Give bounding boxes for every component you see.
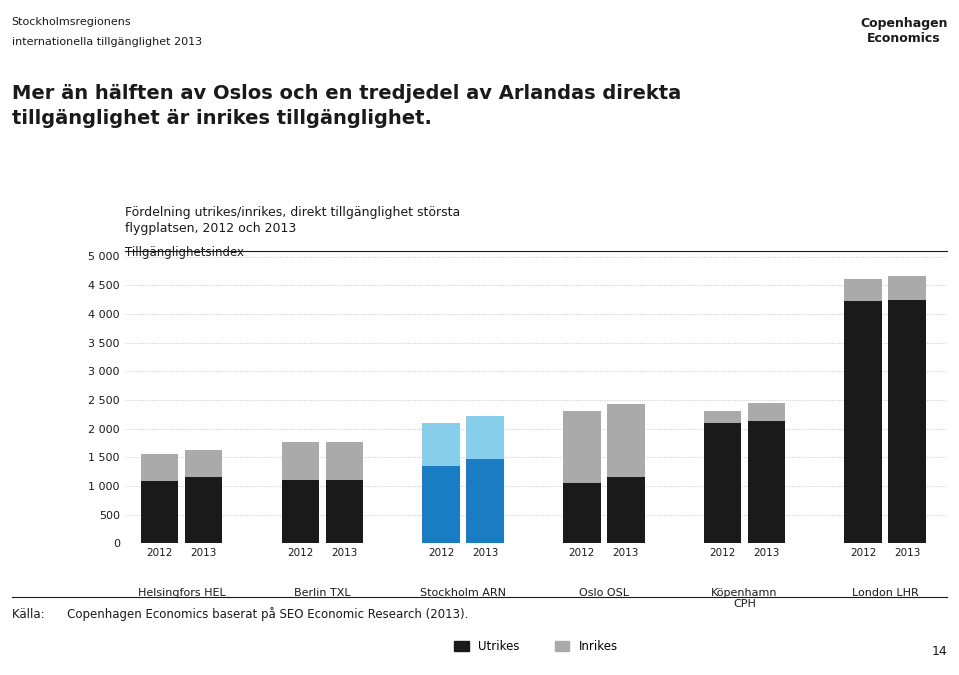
Text: Oslo OSL: Oslo OSL [578,588,629,598]
Bar [563,411,600,483]
Bar [141,481,178,543]
Bar [185,450,222,477]
Text: Stockholm ARN: Stockholm ARN [420,588,506,598]
Bar [466,416,503,459]
Bar [563,483,600,543]
Bar [282,481,319,543]
Text: Berlin TXL: Berlin TXL [294,588,351,598]
Bar [607,404,644,477]
Text: Stockholmsregionens: Stockholmsregionens [12,17,131,27]
Text: Tillgänglighetsindex: Tillgänglighetsindex [125,246,244,259]
Text: Copenhagen
Economics: Copenhagen Economics [860,17,947,45]
Bar [466,459,503,543]
Bar [748,404,785,421]
Bar [422,423,459,466]
Bar [888,276,926,300]
Text: Fördelning utrikes/inrikes, direkt tillgänglighet största
flygplatsen, 2012 och : Fördelning utrikes/inrikes, direkt tillg… [125,206,460,235]
Text: internationella tillgänglighet 2013: internationella tillgänglighet 2013 [12,37,201,47]
Bar [748,421,785,543]
Text: Mer än hälften av Oslos och en tredjedel av Arlandas direkta
tillgänglighet är i: Mer än hälften av Oslos och en tredjedel… [12,84,681,128]
Bar [704,411,741,423]
Bar [325,481,363,543]
Bar [888,300,926,543]
Bar [844,300,882,543]
Bar [185,477,222,543]
Bar [282,442,319,481]
Bar [844,279,882,300]
Bar [607,477,644,543]
Bar [422,466,459,543]
Text: 14: 14 [932,645,947,658]
Bar [141,454,178,481]
Text: Helsingfors HEL: Helsingfors HEL [138,588,225,598]
Text: Köpenhamn
CPH: Köpenhamn CPH [712,588,778,610]
Text: Källa:      Copenhagen Economics baserat på SEO Economic Research (2013).: Källa: Copenhagen Economics baserat på S… [12,608,468,622]
Legend: Utrikes, Inrikes: Utrikes, Inrikes [450,635,622,657]
Text: London LHR: London LHR [852,588,919,598]
Bar [704,423,741,543]
Bar [325,442,363,481]
